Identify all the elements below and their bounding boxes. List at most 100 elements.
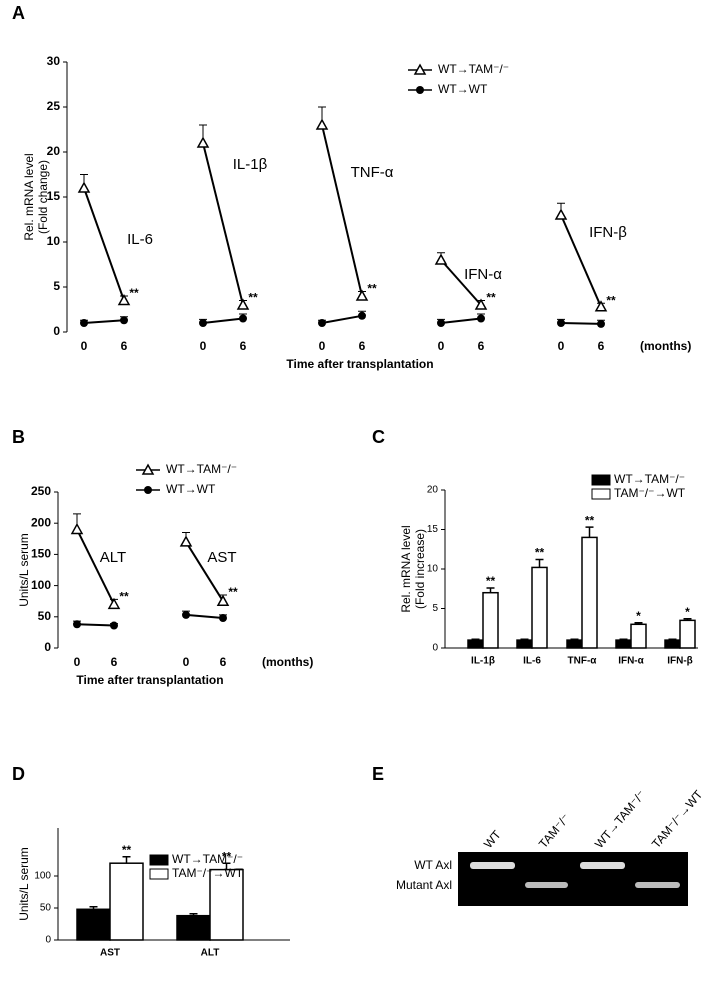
marker-triangle: [107, 597, 121, 610]
bar: [76, 908, 111, 941]
group-label: AST: [207, 549, 236, 566]
significance: *: [685, 605, 690, 619]
marker-triangle: [434, 253, 448, 265]
line: [560, 214, 602, 308]
gel-image: [458, 852, 688, 906]
marker-triangle: [554, 208, 568, 220]
y-axis-title: Units/L serum: [17, 847, 31, 921]
x-tick-label: IL-1β: [471, 656, 495, 667]
bar: [209, 868, 244, 941]
legend-label: WT→TAM⁻/⁻: [172, 852, 243, 866]
y-tick-label: 150: [31, 547, 51, 561]
panel-letter: A: [12, 3, 25, 23]
legend-swatch: [149, 854, 169, 866]
y-tick-label: 200: [31, 515, 51, 529]
error-bar: [535, 558, 544, 568]
legend-swatch: [591, 488, 611, 500]
x-unit: (months): [640, 339, 691, 353]
y-axis-title: (Fold change): [36, 160, 50, 234]
marker-circle: [557, 319, 565, 327]
marker-circle: [219, 614, 227, 623]
marker-circle: [199, 319, 207, 327]
group-label: IFN-α: [464, 266, 502, 283]
line: [202, 317, 244, 324]
marker-triangle: [117, 293, 131, 306]
bar: [109, 862, 144, 941]
marker-circle: [437, 319, 445, 327]
line: [321, 124, 363, 297]
marker-circle: [182, 610, 190, 619]
y-tick-label: 20: [427, 485, 439, 496]
y-tick-label: 30: [47, 54, 61, 68]
gel-band: [525, 882, 568, 888]
y-axis-title: Units/L serum: [17, 533, 31, 607]
x-tick-label: IFN-α: [618, 656, 644, 667]
x-tick-label: IFN-β: [667, 656, 693, 667]
group-label: IL-1β: [233, 156, 268, 173]
bar: [581, 536, 598, 649]
marker-circle: [318, 319, 326, 327]
x-axis-title: Time after transplantation: [76, 673, 223, 687]
line: [440, 259, 482, 306]
x-tick-label: 0: [200, 339, 207, 353]
line: [83, 319, 125, 324]
gel-band: [635, 882, 680, 888]
marker-triangle: [474, 298, 488, 310]
marker-triangle: [236, 298, 250, 310]
line: [560, 322, 602, 325]
bar: [566, 639, 583, 649]
x-tick-label: 6: [359, 339, 366, 353]
marker-circle: [80, 319, 88, 327]
y-tick-label: 250: [31, 484, 51, 498]
line: [202, 142, 244, 306]
gel-row-label: Mutant Axl: [396, 878, 452, 892]
significance: **: [535, 546, 545, 560]
significance: **: [228, 585, 238, 599]
y-axis-title: (Fold increase): [413, 529, 427, 609]
legend-label: WT→TAM⁻/⁻: [614, 472, 685, 486]
group-label: IL-6: [127, 231, 153, 248]
marker-triangle: [315, 118, 329, 130]
marker-circle: [477, 314, 485, 323]
significance: **: [248, 291, 258, 305]
legend-label: WT→TAM⁻/⁻: [166, 462, 237, 476]
y-tick-label: 0: [45, 935, 51, 946]
x-tick-label: 0: [558, 339, 565, 353]
y-axis-title: Rel. mRNA level: [22, 153, 36, 240]
y-tick-label: 10: [47, 234, 61, 248]
significance: **: [486, 291, 496, 305]
gel-band: [470, 862, 515, 869]
y-tick-label: 15: [47, 189, 61, 203]
legend-swatch: [591, 474, 611, 486]
gel-lane-label: WT: [481, 827, 504, 851]
line: [76, 528, 115, 605]
panel-letter: D: [12, 764, 25, 784]
x-tick-label: TNF-α: [568, 656, 598, 667]
x-tick-label: 0: [438, 339, 445, 353]
significance: **: [585, 513, 595, 527]
significance: **: [367, 282, 377, 296]
significance: **: [606, 293, 616, 307]
marker-circle: [239, 314, 247, 323]
y-tick-label: 100: [31, 578, 51, 592]
gel-band: [580, 862, 625, 869]
marker-circle: [110, 621, 118, 630]
legend-label: WT→TAM⁻/⁻: [438, 62, 509, 76]
marker-circle: [597, 319, 605, 328]
x-tick-label: 6: [111, 655, 118, 669]
marker-triangle: [196, 136, 210, 148]
significance: **: [486, 574, 496, 588]
y-tick-label: 50: [40, 903, 52, 914]
y-tick-label: 5: [432, 603, 438, 614]
gel-lane-label: TAM⁻/⁻: [536, 811, 573, 851]
x-tick-label: 6: [478, 339, 485, 353]
legend-marker: [144, 486, 152, 494]
error-bar: [122, 856, 131, 864]
marker-circle: [120, 316, 128, 325]
bar: [467, 639, 484, 649]
group-label: ALT: [100, 549, 126, 566]
marker-triangle: [179, 535, 193, 547]
bar: [615, 639, 632, 649]
bar: [679, 619, 696, 649]
